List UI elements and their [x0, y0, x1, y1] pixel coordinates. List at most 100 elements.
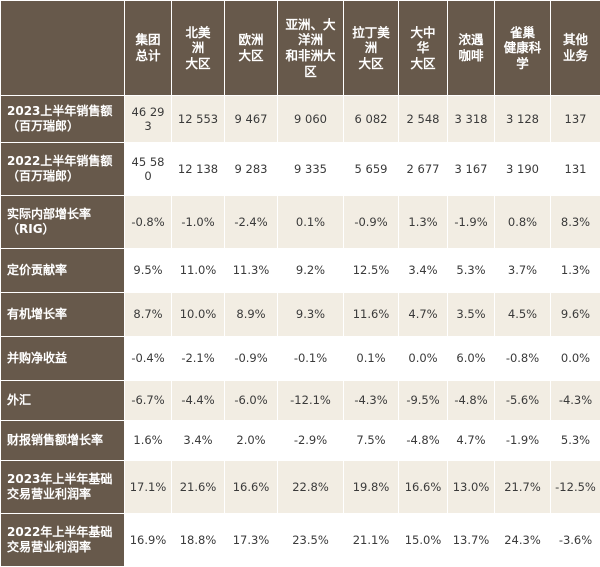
row-label: 并购净收益 — [1, 337, 125, 381]
table-cell: 11.6% — [344, 293, 399, 337]
table-cell: 6 082 — [344, 96, 399, 143]
table-cell: 21.1% — [344, 514, 399, 567]
row-label: 有机增长率 — [1, 293, 125, 337]
table-cell: 131 — [551, 143, 600, 196]
row-label: 2022年上半年基础 交易营业利润率 — [1, 514, 125, 567]
col-header-group-total: 集团 总计 — [125, 1, 172, 96]
table-cell: 9 060 — [278, 96, 344, 143]
table-cell: 4.5% — [495, 293, 551, 337]
table-cell: 12.5% — [344, 249, 399, 293]
table-cell: -6.7% — [125, 381, 172, 421]
table-cell: -12.5% — [551, 461, 600, 514]
table-cell: 10.0% — [172, 293, 225, 337]
table-cell: 13.7% — [448, 514, 495, 567]
table-cell: 16.9% — [125, 514, 172, 567]
table-cell: 4.7% — [448, 421, 495, 461]
table-cell: 3 167 — [448, 143, 495, 196]
table-cell: 13.0% — [448, 461, 495, 514]
table-cell: 3.7% — [495, 249, 551, 293]
header-row: 集团 总计 北美 洲 大区 欧洲 大区 亚洲、大 洋洲 和非洲大 区 拉丁美 洲… — [1, 1, 600, 96]
col-header-latin-america: 拉丁美 洲 大区 — [344, 1, 399, 96]
table-cell: 5.3% — [551, 421, 600, 461]
table-cell: -1.0% — [172, 196, 225, 249]
col-header-aoa: 亚洲、大 洋洲 和非洲大 区 — [278, 1, 344, 96]
table-cell: 1.6% — [125, 421, 172, 461]
table-cell: 137 — [551, 96, 600, 143]
table-cell: 0.0% — [551, 337, 600, 381]
table-cell: 3 128 — [495, 96, 551, 143]
table-row: 有机增长率 8.7% 10.0% 8.9% 9.3% 11.6% 4.7% 3.… — [1, 293, 600, 337]
table-cell: -1.9% — [448, 196, 495, 249]
table-cell: 46 293 — [125, 96, 172, 143]
table-cell: 9.5% — [125, 249, 172, 293]
table-cell: 3 190 — [495, 143, 551, 196]
table-row: 2023年上半年基础 交易营业利润率 17.1% 21.6% 16.6% 22.… — [1, 461, 600, 514]
table-cell: -4.3% — [344, 381, 399, 421]
table-cell: -0.9% — [225, 337, 278, 381]
table-cell: 1.3% — [551, 249, 600, 293]
table-cell: 9 467 — [225, 96, 278, 143]
table-cell: -12.1% — [278, 381, 344, 421]
table-cell: -3.6% — [551, 514, 600, 567]
table-cell: 0.8% — [495, 196, 551, 249]
table-cell: 9.3% — [278, 293, 344, 337]
table-cell: 18.8% — [172, 514, 225, 567]
table-cell: 2 548 — [399, 96, 448, 143]
table-cell: -2.1% — [172, 337, 225, 381]
table-cell: 11.0% — [172, 249, 225, 293]
table-cell: 2 677 — [399, 143, 448, 196]
table-cell: 12 553 — [172, 96, 225, 143]
table-cell: 3.5% — [448, 293, 495, 337]
table-cell: 3 318 — [448, 96, 495, 143]
table-cell: 19.8% — [344, 461, 399, 514]
table-cell: -4.3% — [551, 381, 600, 421]
table-row: 财报销售额增长率 1.6% 3.4% 2.0% -2.9% 7.5% -4.8%… — [1, 421, 600, 461]
row-label: 实际内部增长率 （RIG） — [1, 196, 125, 249]
table-cell: 11.3% — [225, 249, 278, 293]
table-cell: 12 138 — [172, 143, 225, 196]
table-cell: -1.9% — [495, 421, 551, 461]
table-cell: 2.0% — [225, 421, 278, 461]
table-cell: -6.0% — [225, 381, 278, 421]
table-cell: 4.7% — [399, 293, 448, 337]
table-cell: -4.8% — [399, 421, 448, 461]
col-header-health-science: 雀巢 健康科 学 — [495, 1, 551, 96]
table-cell: 5 659 — [344, 143, 399, 196]
table-cell: 0.1% — [278, 196, 344, 249]
table-row: 2022上半年销售额 （百万瑞郎） 45 580 12 138 9 283 9 … — [1, 143, 600, 196]
table-cell: 17.1% — [125, 461, 172, 514]
row-label: 2023年上半年基础 交易营业利润率 — [1, 461, 125, 514]
table-cell: 23.5% — [278, 514, 344, 567]
row-label: 外汇 — [1, 381, 125, 421]
table-cell: 9 335 — [278, 143, 344, 196]
table-cell: 17.3% — [225, 514, 278, 567]
table-cell: 24.3% — [495, 514, 551, 567]
col-header-other: 其他 业务 — [551, 1, 600, 96]
table-cell: 22.8% — [278, 461, 344, 514]
col-header-north-america: 北美 洲 大区 — [172, 1, 225, 96]
row-label: 财报销售额增长率 — [1, 421, 125, 461]
row-label: 定价贡献率 — [1, 249, 125, 293]
col-header-europe: 欧洲 大区 — [225, 1, 278, 96]
row-label: 2022上半年销售额 （百万瑞郎） — [1, 143, 125, 196]
table-cell: -5.6% — [495, 381, 551, 421]
table-cell: 9.6% — [551, 293, 600, 337]
table-cell: -0.8% — [495, 337, 551, 381]
table-cell: 8.3% — [551, 196, 600, 249]
table-row: 外汇 -6.7% -4.4% -6.0% -12.1% -4.3% -9.5% … — [1, 381, 600, 421]
table-cell: -2.9% — [278, 421, 344, 461]
table-cell: 7.5% — [344, 421, 399, 461]
table-cell: 16.6% — [225, 461, 278, 514]
table-cell: -0.4% — [125, 337, 172, 381]
table-cell: -0.1% — [278, 337, 344, 381]
table-cell: 8.7% — [125, 293, 172, 337]
table-row: 并购净收益 -0.4% -2.1% -0.9% -0.1% 0.1% 0.0% … — [1, 337, 600, 381]
table-cell: -4.8% — [448, 381, 495, 421]
table-cell: 0.1% — [344, 337, 399, 381]
table-cell: -4.4% — [172, 381, 225, 421]
col-header-coffee: 浓遇 咖啡 — [448, 1, 495, 96]
table-row: 实际内部增长率 （RIG） -0.8% -1.0% -2.4% 0.1% -0.… — [1, 196, 600, 249]
table-cell: 5.3% — [448, 249, 495, 293]
table-row: 定价贡献率 9.5% 11.0% 11.3% 9.2% 12.5% 3.4% 5… — [1, 249, 600, 293]
